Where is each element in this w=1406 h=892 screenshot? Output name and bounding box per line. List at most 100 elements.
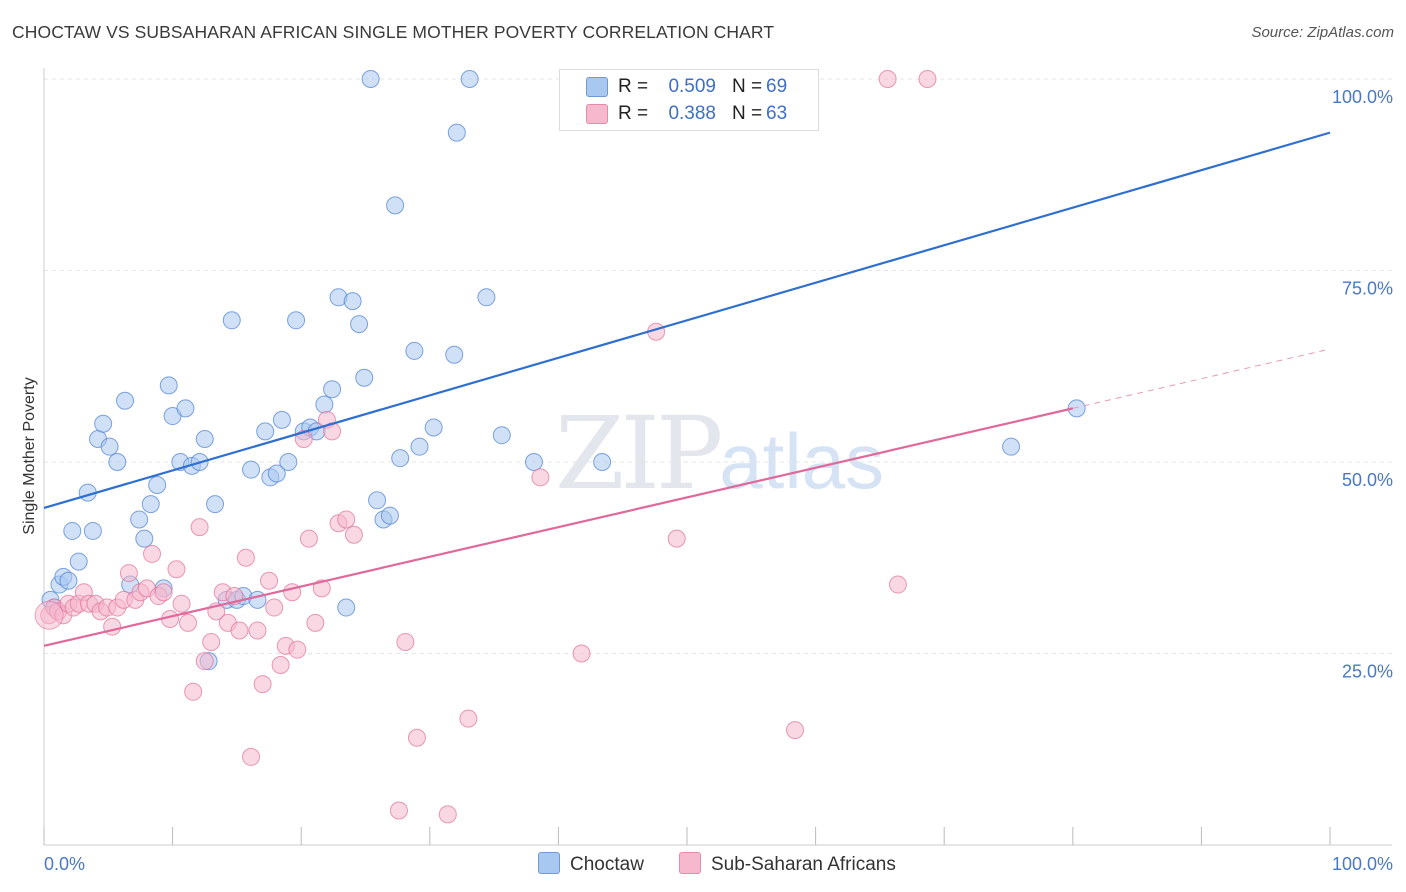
source-label: Source: ZipAtlas.com (1251, 24, 1394, 41)
subsaharan-point (918, 70, 937, 88)
subsaharan-point (184, 682, 203, 701)
subsaharan-point (190, 518, 209, 537)
choctaw-point (248, 590, 267, 609)
y-tick-label: 75.0% (1342, 279, 1393, 299)
bottom-legend-label: Choctaw (570, 854, 644, 875)
legend-n-label: N = (732, 76, 763, 97)
watermark: ZIPatlas (555, 395, 884, 512)
legend-swatch-choctaw (586, 77, 608, 97)
bottom-legend-subsaharan: Sub-Saharan Africans (679, 852, 896, 876)
choctaw-point (368, 491, 387, 510)
choctaw-point (100, 437, 119, 456)
choctaw-point (361, 70, 380, 88)
subsaharan-point (242, 747, 261, 766)
subsaharan-point (154, 583, 173, 602)
bottom-legend-choctaw: Choctaw (538, 852, 644, 876)
subsaharan-point (396, 633, 415, 652)
choctaw-point (94, 414, 113, 433)
legend-r-label: R = (618, 76, 649, 97)
choctaw-point (386, 196, 405, 215)
subsaharan-point (459, 709, 478, 728)
subsaharan-point (306, 613, 325, 632)
legend-r-label: R = (618, 103, 649, 124)
subsaharan-trend-line (43, 407, 1074, 647)
choctaw-point (83, 521, 102, 540)
subsaharan-trend-extension (1072, 348, 1331, 409)
choctaw-point (108, 453, 127, 471)
subsaharan-point (337, 510, 356, 529)
choctaw-point (287, 311, 306, 330)
grid-lines (44, 78, 1392, 654)
watermark-atlas: atlas (719, 417, 885, 505)
subsaharan-point (230, 621, 249, 640)
subsaharan-point (344, 525, 363, 544)
axes (43, 68, 1392, 846)
choctaw-point (337, 598, 356, 617)
choctaw-point (256, 422, 275, 441)
choctaw-point (343, 292, 362, 311)
choctaw-point (63, 521, 82, 540)
subsaharan-point (878, 70, 897, 88)
subsaharan-point (389, 801, 408, 820)
chart-title: CHOCTAW VS SUBSAHARAN AFRICAN SINGLE MOT… (12, 22, 775, 42)
choctaw-point (380, 506, 399, 525)
tick-labels: 25.0% 50.0% 75.0% 100.0% 0.0% 100.0% (44, 87, 1393, 874)
subsaharan-point (248, 621, 267, 640)
bottom-legend-swatch-subsaharan (679, 852, 701, 874)
choctaw-point (355, 368, 374, 387)
bottom-legend-label: Sub-Saharan Africans (711, 854, 896, 875)
choctaw-point (424, 418, 443, 437)
subsaharan-point (407, 728, 426, 747)
choctaw-point (315, 395, 334, 414)
choctaw-point (116, 391, 135, 410)
data-points (34, 70, 1086, 824)
legend-r-value: 0.509 (668, 76, 716, 97)
subsaharan-point (202, 633, 221, 652)
choctaw-point (524, 453, 543, 471)
watermark-zip: ZIP (555, 395, 723, 512)
choctaw-point (176, 399, 195, 418)
subsaharan-point (294, 430, 313, 449)
choctaw-point (279, 453, 298, 471)
subsaharan-point (34, 600, 64, 630)
choctaw-point (272, 410, 291, 429)
choctaw-point (350, 315, 369, 334)
y-tick-label: 25.0% (1342, 662, 1393, 682)
subsaharan-point (888, 575, 907, 594)
choctaw-trend-line (43, 131, 1331, 510)
choctaw-point (141, 495, 160, 514)
x-tick-label: 0.0% (44, 854, 85, 874)
choctaw-point (492, 426, 511, 445)
subsaharan-point (236, 548, 255, 567)
subsaharan-point (299, 529, 318, 548)
choctaw-point (477, 288, 496, 307)
y-tick-label: 100.0% (1332, 87, 1393, 107)
choctaw-point (206, 495, 225, 514)
subsaharan-point (572, 644, 591, 663)
choctaw-point (593, 453, 612, 471)
choctaw-point (222, 311, 241, 330)
subsaharan-point (167, 560, 186, 579)
legend-n-label: N = (732, 103, 763, 124)
subsaharan-point (667, 529, 686, 548)
subsaharan-point (195, 652, 214, 671)
choctaw-point (391, 449, 410, 468)
choctaw-point (405, 341, 424, 360)
choctaw-point (447, 123, 466, 142)
subsaharan-point (179, 613, 198, 632)
choctaw-point (135, 529, 154, 548)
trend-lines (43, 131, 1331, 647)
legend: R = 0.509 N = 69 R = 0.388 N = 63 (559, 69, 819, 131)
subsaharan-point (531, 468, 550, 487)
choctaw-point (445, 345, 464, 364)
legend-n-value: 63 (766, 103, 788, 124)
subsaharan-point (438, 805, 457, 824)
choctaw-point (59, 571, 78, 590)
y-tick-label: 50.0% (1342, 470, 1393, 490)
subsaharan-point (253, 675, 272, 694)
choctaw-point (195, 430, 214, 449)
legend-swatch-subsaharan (586, 104, 608, 124)
x-tick-label: 100.0% (1332, 854, 1393, 874)
choctaw-point (1002, 437, 1021, 456)
legend-r-value: 0.388 (668, 103, 716, 124)
